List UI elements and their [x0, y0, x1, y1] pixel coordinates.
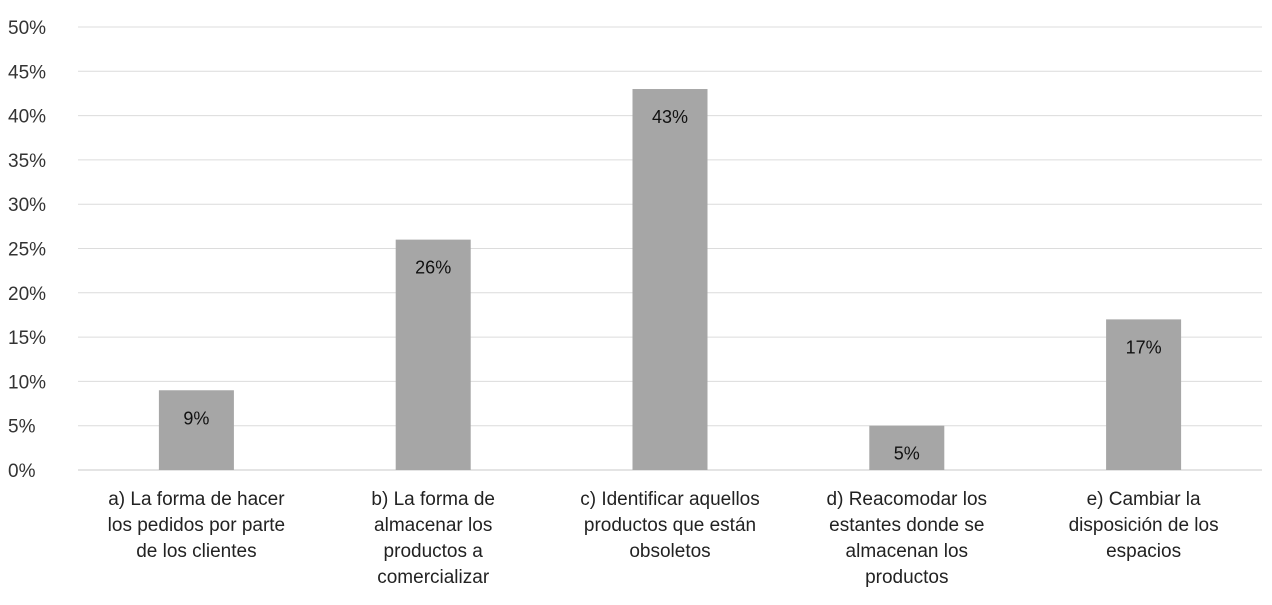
y-tick-label: 20% [8, 284, 46, 305]
bar [158, 390, 234, 470]
y-tick-label: 0% [8, 461, 36, 482]
y-tick-label: 25% [8, 240, 46, 261]
data-label: 9% [183, 408, 209, 428]
y-tick-label: 15% [8, 328, 46, 349]
bars [158, 89, 1182, 471]
data-label: 43% [652, 107, 688, 127]
category-label: c) Identificar aquellos productos que est… [580, 489, 760, 562]
y-tick-label: 5% [8, 417, 36, 438]
bar [869, 425, 945, 470]
y-tick-label: 40% [8, 107, 46, 128]
category-label: a) La forma de hacer los pedidos por part… [108, 489, 286, 562]
data-labels: 9% 26% 43% 5% 17% [183, 107, 1161, 464]
data-label: 17% [1126, 337, 1162, 357]
data-label: 26% [415, 258, 451, 278]
bar [632, 89, 708, 471]
y-axis-tick-labels: 0% 5% 10% 15% 20% 25% 30% 35% 40% 45% 50% [8, 18, 46, 482]
category-label: b) La forma de almacenar los productos a co… [371, 489, 495, 588]
y-tick-label: 45% [8, 62, 46, 83]
y-tick-label: 50% [8, 18, 46, 39]
category-label: e) Cambiar la disposición de los espacios [1069, 489, 1219, 562]
y-tick-label: 35% [8, 151, 46, 172]
category-label: d) Reacomodar los estantes donde se almace… [827, 489, 988, 588]
bar [1106, 319, 1182, 470]
data-label: 5% [894, 444, 920, 464]
y-tick-label: 10% [8, 372, 46, 393]
y-tick-label: 30% [8, 195, 46, 216]
bar [395, 239, 471, 470]
x-axis-category-labels: a) La forma de hacer los pedidos por part… [108, 489, 1219, 588]
